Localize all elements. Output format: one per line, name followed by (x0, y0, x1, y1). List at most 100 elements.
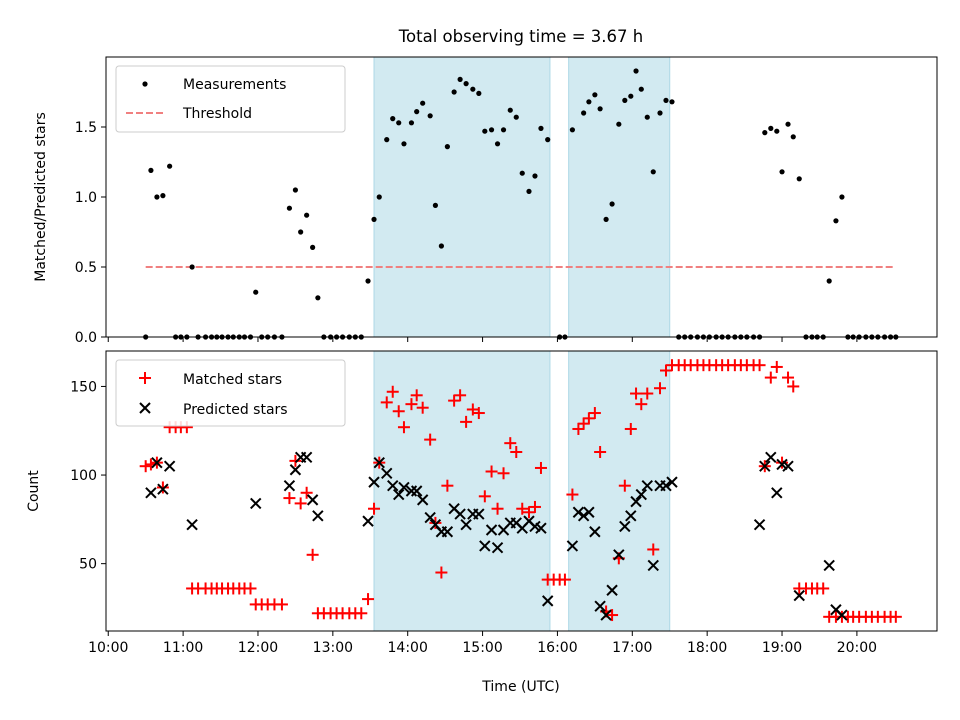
measurement-point (253, 289, 259, 295)
matched-star-point (753, 359, 766, 372)
matched-star-point (392, 405, 405, 418)
measurement-point (768, 125, 774, 131)
predicted-star-point (782, 460, 794, 472)
count-legend-box (115, 359, 346, 427)
matched-star-point (386, 385, 399, 398)
predicted-star-point (300, 451, 313, 464)
predicted-star-point (398, 481, 410, 494)
matched-star-point (776, 456, 789, 469)
measurement-point (148, 167, 154, 173)
y-tick-label: 1.5 (75, 120, 97, 136)
measurement-point (507, 107, 513, 113)
matched-star-point (504, 437, 517, 450)
matched-star-point (156, 481, 169, 494)
measurement-point (581, 110, 587, 116)
measurement-point (638, 86, 644, 92)
measurement-point (762, 130, 768, 136)
measurement-point (644, 114, 650, 120)
x-axis-label: Time (UTC) (481, 679, 559, 695)
measurement-point (365, 278, 371, 284)
measurement-point (315, 295, 321, 301)
predicted-star-point (765, 451, 777, 464)
measurement-point (839, 194, 845, 200)
measurement-point (420, 100, 426, 106)
predicted-star-point (381, 467, 393, 479)
predicted-star-point (373, 456, 385, 469)
predicted-star-point (405, 485, 418, 497)
measurement-point (774, 128, 780, 134)
matched-star-point (510, 446, 523, 459)
measurement-point (189, 264, 195, 270)
matched-star-point (630, 387, 643, 400)
matched-star-point (572, 422, 585, 435)
y-tick-label: 1.0 (75, 190, 97, 206)
legend-predicted-label: Predicted stars (183, 402, 288, 418)
x-tick-label: 16:00 (537, 640, 577, 656)
observing-windows (373, 56, 671, 338)
legend-threshold-label: Threshold (182, 106, 252, 122)
matched-star-point (491, 502, 504, 515)
predicted-star-point (771, 487, 783, 499)
measurement-point (476, 90, 482, 96)
predicted-star-point (362, 515, 374, 527)
matched-star-point (889, 610, 902, 623)
matched-star-point (654, 382, 666, 395)
x-tick-label: 17:00 (612, 640, 652, 656)
predicted-star-point (759, 460, 771, 472)
measurement-point (532, 173, 538, 179)
measurement-point (451, 89, 457, 95)
predicted-star-point (572, 506, 585, 518)
predicted-star-point (660, 479, 672, 492)
predicted-star-point (424, 511, 436, 524)
measurement-point (663, 97, 669, 103)
measurement-point (463, 81, 469, 87)
predicted-star-point (416, 494, 429, 506)
measurement-point (519, 170, 525, 176)
measurement-point (616, 121, 622, 127)
matched-star-point (635, 398, 648, 411)
matched-star-point (618, 479, 631, 492)
measurement-point (432, 202, 439, 208)
legend-measurements-marker (142, 81, 148, 87)
y-tick-label: 50 (79, 557, 97, 573)
y-tick-label: 100 (70, 468, 97, 484)
measurement-point (298, 229, 304, 235)
predicted-star-point (635, 488, 647, 501)
matched-star-point (410, 389, 423, 402)
measurement-point (592, 92, 598, 98)
measurement-point (796, 176, 802, 182)
predicted-star-point (312, 510, 324, 522)
x-tick-label: 12:00 (238, 640, 278, 656)
matched-star-point (275, 598, 288, 611)
predicted-star-point (485, 524, 498, 536)
predicted-star-point (441, 526, 454, 538)
measurement-point (657, 110, 663, 116)
measurement-point (154, 194, 160, 200)
ratio-y-axis-label: Matched/Predicted stars (33, 112, 49, 282)
measurement-point (286, 205, 293, 211)
predicted-star-point (630, 495, 642, 508)
matched-star-point (485, 465, 498, 478)
predicted-star-point (583, 506, 595, 518)
x-tick-label: 11:00 (163, 640, 203, 656)
matched-star-point (522, 506, 535, 519)
measurement-point (603, 216, 609, 222)
matched-star-point (283, 492, 296, 505)
matched-star-point (516, 502, 529, 515)
ratio-panel: 0.0 0.5 1.0 1.5 Matched/Predicted stars Mea… (33, 56, 938, 346)
matched-star-point (441, 479, 454, 492)
measurement-point (826, 278, 832, 284)
predicted-star-point (473, 508, 485, 520)
matched-star-point (577, 417, 590, 430)
predicted-star-point (606, 584, 618, 596)
matched-star-point (460, 415, 473, 428)
predicted-star-point (753, 518, 766, 531)
matched-star-point (397, 421, 410, 434)
measurement-point (488, 127, 495, 133)
measurement-point (790, 134, 796, 140)
measurement-point (500, 127, 507, 133)
measurement-point (622, 97, 628, 103)
ratio-x-ticks (107, 337, 858, 342)
matched-star-point (435, 566, 448, 579)
measurement-point (414, 109, 420, 115)
